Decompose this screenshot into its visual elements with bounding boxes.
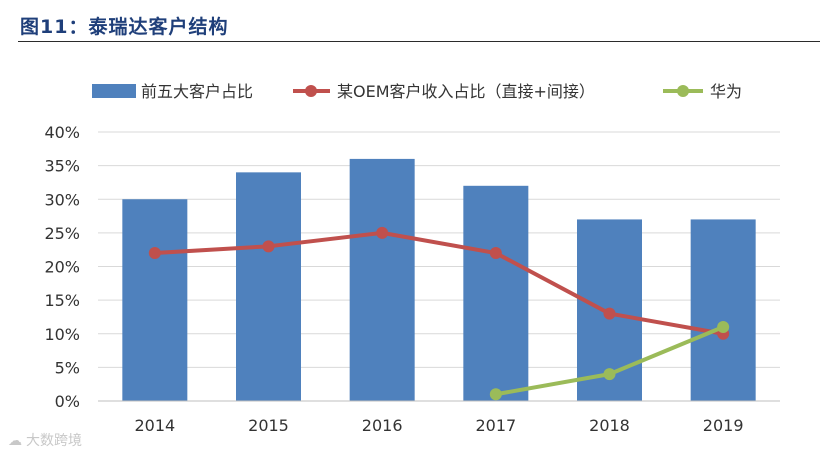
bar-2014 — [122, 199, 188, 401]
line-series — [148, 226, 730, 401]
x-tick-label: 2016 — [362, 416, 403, 435]
bar-2016 — [349, 158, 415, 401]
point-oem-2018 — [603, 307, 616, 320]
line-oem — [154, 230, 724, 336]
page-title: 图11：泰瑞达客户结构 — [20, 16, 229, 38]
legend-label-oem: 某OEM客户收入占比（直接+间接） — [337, 82, 595, 101]
x-tick-label: 2017 — [475, 416, 516, 435]
legend-marker-huawei — [677, 85, 689, 97]
point-huawei-2018 — [603, 368, 616, 381]
watermark: ☁ 大数跨境 — [8, 430, 82, 450]
y-tick-label: 10% — [44, 325, 80, 344]
bar-2019 — [690, 219, 756, 401]
y-tick-label: 25% — [44, 224, 80, 243]
legend-swatch-bar — [92, 84, 136, 98]
x-axis-ticks: 2014 2015 2016 2017 2018 2019 — [134, 416, 743, 435]
point-oem-2015 — [262, 240, 275, 253]
legend-marker-oem — [305, 85, 317, 97]
point-huawei-2019 — [717, 321, 730, 334]
legend-label-bar: 前五大客户占比 — [141, 82, 253, 101]
gridlines — [98, 131, 780, 368]
legend-label-huawei: 华为 — [710, 82, 742, 101]
y-tick-label: 5% — [55, 358, 80, 377]
x-tick-label: 2015 — [248, 416, 289, 435]
watermark-text: 大数跨境 — [26, 433, 82, 449]
bar-2015 — [236, 172, 301, 401]
point-oem-2016 — [376, 226, 389, 239]
bar-2017 — [463, 185, 529, 401]
y-tick-label: 15% — [44, 291, 80, 310]
bar-series — [122, 158, 756, 401]
y-tick-label: 40% — [44, 123, 80, 142]
title-bar: 图11：泰瑞达客户结构 — [18, 10, 820, 42]
y-axis-ticks: 0% 5% 10% 15% 20% 25% 30% 35% 40% — [44, 123, 80, 411]
y-tick-label: 30% — [44, 190, 80, 209]
y-tick-label: 0% — [55, 392, 80, 411]
legend: 前五大客户占比 某OEM客户收入占比（直接+间接） 华为 — [92, 82, 742, 101]
point-huawei-2017 — [489, 388, 502, 401]
watermark-logo-icon: ☁ — [8, 433, 22, 449]
point-oem-2014 — [148, 247, 161, 260]
x-tick-label: 2019 — [703, 416, 744, 435]
y-tick-label: 20% — [44, 258, 80, 277]
point-oem-2017 — [489, 247, 502, 260]
x-tick-label: 2014 — [134, 416, 175, 435]
x-tick-label: 2018 — [589, 416, 630, 435]
y-tick-label: 35% — [44, 157, 80, 176]
